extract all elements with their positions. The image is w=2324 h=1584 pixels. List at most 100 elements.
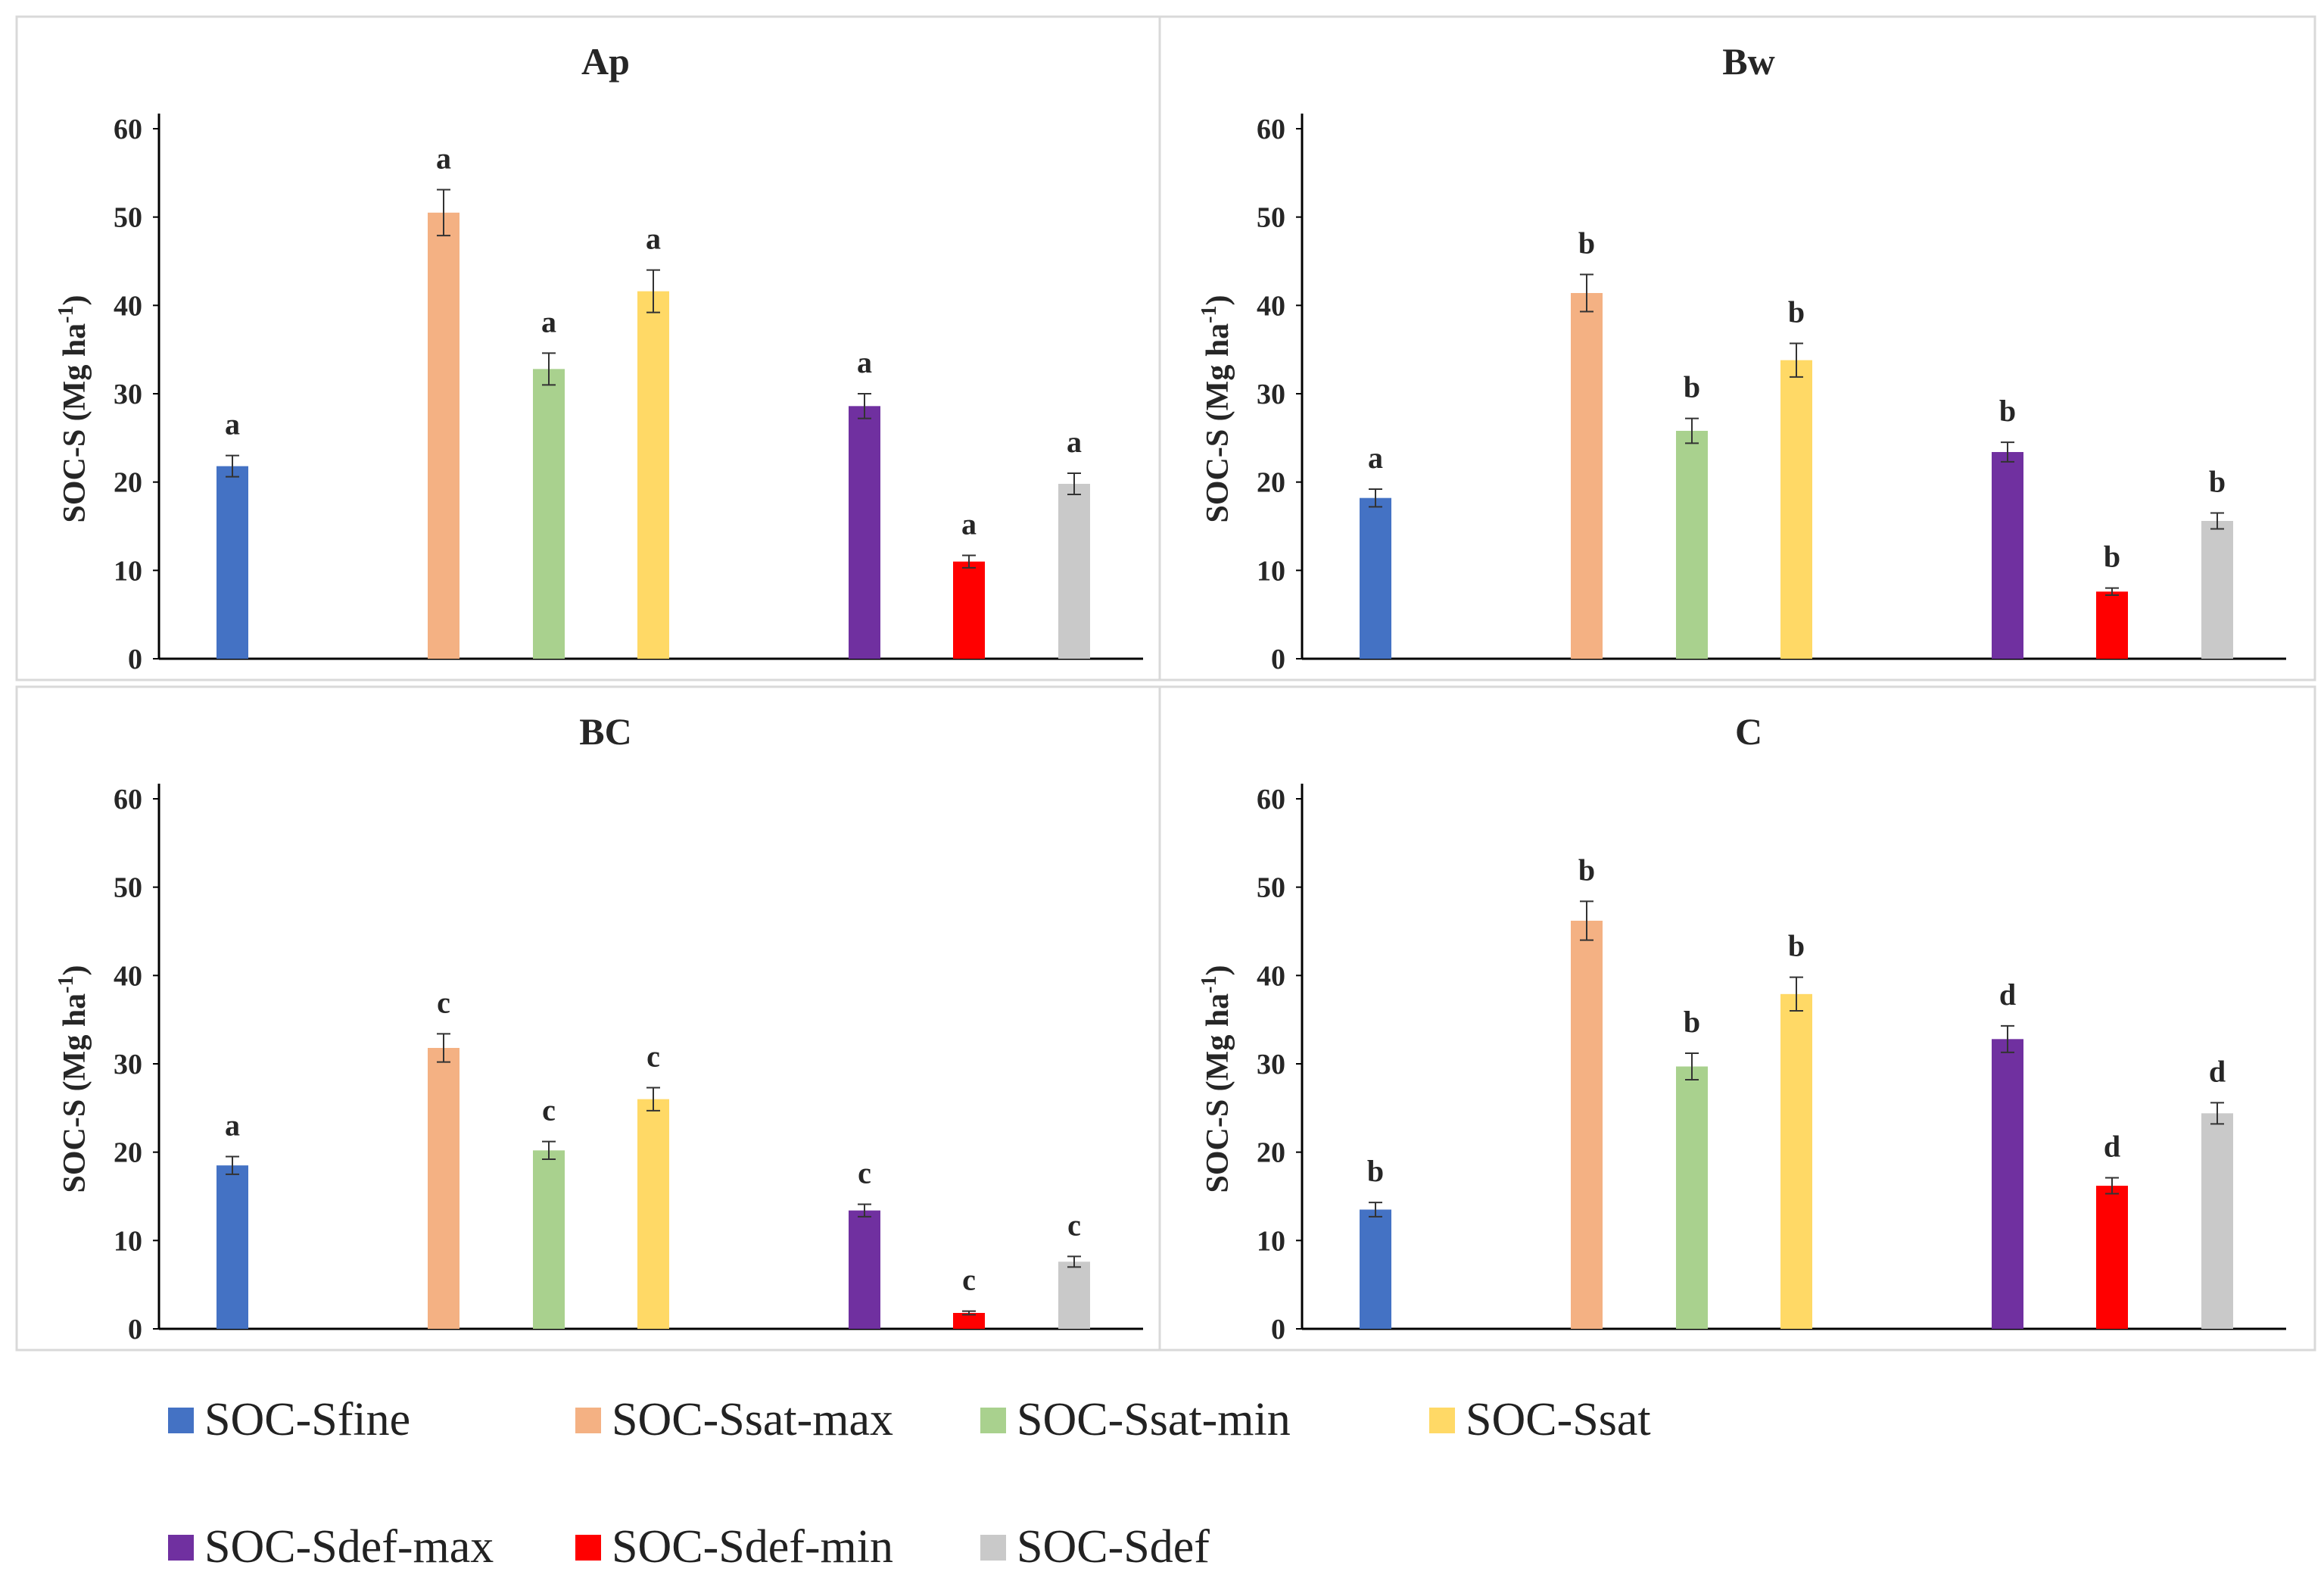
y-tick-label-c-20: 20 <box>1257 1137 1285 1169</box>
bar-c-soc-sdef-min <box>2096 1186 2128 1329</box>
sig-letter-bc-soc-sdef: c <box>1067 1208 1081 1242</box>
chart-svg-bc: BC SOC-S (Mg ha-1) 0 10 20 30 40 50 60 a c c c c c c <box>15 685 1173 1352</box>
y-tick-label-ap-50: 50 <box>114 202 142 234</box>
sig-letter-c-soc-sfine: b <box>1367 1154 1384 1188</box>
bar-bc-soc-sdef-max <box>849 1210 880 1329</box>
y-axis-label-c: SOC-S (Mg ha-1) <box>1198 965 1235 1193</box>
bar-bw-soc-ssat <box>1780 360 1812 659</box>
y-tick-label-ap-0: 0 <box>128 644 142 675</box>
y-tick-label-ap-60: 60 <box>114 114 142 145</box>
sig-letter-c-soc-sdef-max: d <box>1999 978 2016 1012</box>
bar-ap-soc-sfine <box>217 466 248 659</box>
y-tick-label-bc-30: 30 <box>114 1049 142 1080</box>
y-tick-label-bw-40: 40 <box>1257 290 1285 322</box>
y-tick-label-c-40: 40 <box>1257 960 1285 992</box>
sig-letter-ap-soc-ssat-min: a <box>541 304 556 338</box>
panel-frame-ap <box>15 15 1173 681</box>
chart-panel-bw: Bw SOC-S (Mg ha-1) 0 10 20 30 40 50 60 a b b b b b b <box>1158 15 2316 681</box>
legend-label-ssat-max: SOC-Ssat-max <box>612 1394 893 1445</box>
y-tick-label-ap-30: 30 <box>114 379 142 410</box>
bar-bw-soc-ssat-max <box>1571 293 1603 659</box>
sig-letter-bw-soc-sdef-min: b <box>2104 540 2120 574</box>
legend-item-sdef-min: SOC-Sdef-min <box>575 1520 893 1574</box>
sig-letter-bw-soc-sdef-max: b <box>1999 394 2016 428</box>
sig-letter-ap-soc-sdef: a <box>1067 425 1082 459</box>
y-tick-label-bw-30: 30 <box>1257 379 1285 410</box>
sig-letter-c-soc-sdef-min: d <box>2104 1130 2120 1164</box>
sig-letter-bc-soc-ssat-max: c <box>437 985 450 1019</box>
sig-letter-bw-soc-ssat-max: b <box>1578 226 1595 260</box>
bar-bc-soc-sdef-min <box>953 1313 985 1329</box>
legend-item-ssat-min: SOC-Ssat-min <box>980 1393 1291 1447</box>
y-tick-label-bc-50: 50 <box>114 872 142 904</box>
legend-item-ssat-max: SOC-Ssat-max <box>575 1393 893 1447</box>
sig-letter-bc-soc-sdef-min: c <box>962 1263 976 1297</box>
bar-ap-soc-ssat-max <box>428 212 460 659</box>
bar-bw-soc-sfine <box>1360 497 1391 659</box>
legend-label-sdef: SOC-Sdef <box>1017 1521 1210 1573</box>
chart-panel-bc: BC SOC-S (Mg ha-1) 0 10 20 30 40 50 60 a c c c c c c <box>15 685 1173 1352</box>
chart-title-bw: Bw <box>1722 40 1774 83</box>
bar-ap-soc-sdef-min <box>953 561 985 659</box>
sig-letter-bc-soc-sdef-max: c <box>858 1156 871 1190</box>
panel-frame-bc <box>15 685 1173 1352</box>
y-axis-label-bc: SOC-S (Mg ha-1) <box>55 965 92 1193</box>
sig-letter-bw-soc-sdef: b <box>2209 465 2226 499</box>
bar-c-soc-sfine <box>1360 1209 1391 1329</box>
bar-ap-soc-sdef <box>1058 484 1090 659</box>
chart-title-bc: BC <box>579 710 631 753</box>
legend-label-sdef-min: SOC-Sdef-min <box>612 1521 893 1573</box>
sig-letter-bw-soc-ssat-min: b <box>1684 370 1700 404</box>
bar-bc-soc-sfine <box>217 1165 248 1329</box>
bar-bc-soc-sdef <box>1058 1261 1090 1329</box>
sig-letter-bw-soc-sfine: a <box>1368 441 1383 475</box>
legend-swatch-ssat-max <box>575 1407 601 1433</box>
legend-label-sdef-max: SOC-Sdef-max <box>204 1521 494 1573</box>
bar-bc-soc-ssat <box>637 1099 669 1329</box>
y-tick-label-bc-10: 10 <box>114 1225 142 1257</box>
sig-letter-bc-soc-ssat-min: c <box>542 1093 556 1127</box>
sig-letter-bc-soc-ssat: c <box>646 1040 660 1074</box>
sig-letter-c-soc-ssat-min: b <box>1684 1005 1700 1039</box>
legend-item-sdef-max: SOC-Sdef-max <box>168 1520 494 1574</box>
sig-letter-c-soc-ssat: b <box>1788 929 1805 963</box>
sig-letter-c-soc-ssat-max: b <box>1578 853 1595 887</box>
sig-letter-c-soc-sdef: d <box>2209 1054 2226 1088</box>
sig-letter-ap-soc-ssat: a <box>646 222 661 256</box>
y-tick-label-bc-20: 20 <box>114 1137 142 1169</box>
bar-ap-soc-sdef-max <box>849 406 880 659</box>
y-tick-label-ap-40: 40 <box>114 290 142 322</box>
y-tick-label-ap-20: 20 <box>114 467 142 499</box>
chart-panel-c: C SOC-S (Mg ha-1) 0 10 20 30 40 50 60 b b b b d d d <box>1158 685 2316 1352</box>
y-tick-label-bw-0: 0 <box>1271 644 1285 675</box>
legend-swatch-ssat-min <box>980 1407 1006 1433</box>
y-axis-label-ap: SOC-S (Mg ha-1) <box>55 295 92 522</box>
bar-c-soc-sdef-max <box>1992 1039 2023 1329</box>
legend-item-sdef: SOC-Sdef <box>980 1520 1210 1574</box>
panel-frame-c <box>1158 685 2316 1352</box>
chart-title-ap: Ap <box>581 40 630 83</box>
sig-letter-ap-soc-sfine: a <box>225 407 240 441</box>
bar-bc-soc-ssat-max <box>428 1048 460 1329</box>
y-tick-label-bc-0: 0 <box>128 1314 142 1345</box>
bar-c-soc-ssat-max <box>1571 921 1603 1329</box>
bar-bw-soc-sdef-min <box>2096 591 2128 659</box>
legend-label-ssat: SOC-Ssat <box>1466 1394 1651 1445</box>
y-tick-label-bw-10: 10 <box>1257 555 1285 587</box>
y-tick-label-c-60: 60 <box>1257 784 1285 815</box>
sig-letter-ap-soc-sdef-max: a <box>857 345 872 379</box>
sig-letter-ap-soc-sdef-min: a <box>961 507 977 541</box>
bar-ap-soc-ssat <box>637 291 669 659</box>
bar-bw-soc-sdef-max <box>1992 452 2023 659</box>
bar-bc-soc-ssat-min <box>533 1150 565 1329</box>
y-tick-label-bc-40: 40 <box>114 960 142 992</box>
y-tick-label-bw-60: 60 <box>1257 114 1285 145</box>
legend-swatch-ssat <box>1429 1407 1455 1433</box>
chart-title-c: C <box>1735 710 1762 753</box>
bar-ap-soc-ssat-min <box>533 369 565 659</box>
y-tick-label-bw-50: 50 <box>1257 202 1285 234</box>
legend-item-ssat: SOC-Ssat <box>1429 1393 1651 1447</box>
chart-svg-c: C SOC-S (Mg ha-1) 0 10 20 30 40 50 60 b b b b d d d <box>1158 685 2316 1352</box>
panel-frame-bw <box>1158 15 2316 681</box>
bar-bw-soc-ssat-min <box>1676 431 1708 659</box>
